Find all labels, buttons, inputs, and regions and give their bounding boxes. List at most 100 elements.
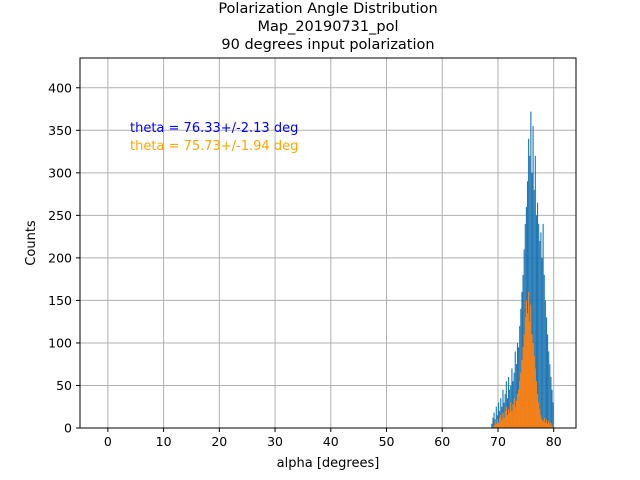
- histogram-bar-series-2: [543, 417, 545, 428]
- histogram-bar-series-1: [514, 351, 516, 428]
- x-axis-label: alpha [degrees]: [277, 456, 380, 471]
- histogram-bar-series-1: [533, 189, 535, 428]
- histogram-bar-series-1: [501, 406, 503, 428]
- histogram-bar-series-1: [543, 274, 545, 428]
- histogram-bar-series-2: [530, 304, 532, 428]
- histogram-bar-series-2: [506, 415, 509, 428]
- histogram-bar-series-1: [509, 389, 511, 428]
- histogram-bar-series-2: [529, 321, 531, 428]
- x-tick-label: 10: [156, 434, 172, 449]
- histogram-bar-series-2: [495, 423, 497, 428]
- y-tick-label: 300: [48, 165, 72, 180]
- histogram-bar-series-2: [493, 425, 495, 428]
- histogram-bar-series-1: [503, 402, 505, 428]
- x-tick-label: 30: [267, 434, 283, 449]
- histogram-bar-series-2: [519, 381, 521, 428]
- histogram-bar-series-2: [548, 421, 550, 428]
- histogram-bar-series-1: [532, 126, 534, 429]
- histogram-bar-series-1: [518, 347, 520, 428]
- histogram-bar-series-2: [551, 425, 553, 428]
- histogram-bar-series-1: [508, 376, 510, 428]
- histogram-bar-series-1: [551, 389, 553, 428]
- histogram-bars: [491, 111, 554, 429]
- annotation-text: theta = 76.33+/-2.13 deg: [130, 121, 298, 136]
- histogram-bar-series-2: [524, 317, 526, 428]
- histogram-bar-series-2: [515, 400, 517, 428]
- histogram-bar-series-1: [530, 111, 532, 428]
- histogram-bar-series-2: [512, 404, 514, 428]
- histogram-bar-series-2: [520, 372, 522, 428]
- histogram-bar-series-1: [528, 138, 530, 428]
- y-tick-label: 100: [48, 335, 72, 350]
- histogram-bar-series-1: [544, 300, 546, 428]
- x-tick-label: 0: [104, 434, 112, 449]
- histogram-bar-series-2: [516, 393, 519, 428]
- histogram-bar-series-2: [505, 406, 507, 428]
- histogram-bar-series-1: [545, 317, 548, 428]
- histogram-bar-series-2: [511, 410, 513, 428]
- histogram-bar-series-2: [547, 423, 549, 428]
- histogram-bar-series-2: [497, 422, 500, 428]
- grid-lines: [80, 58, 576, 429]
- histogram-bar-series-2: [544, 422, 546, 428]
- histogram-bar-series-1: [540, 232, 542, 428]
- y-tick-label: 400: [48, 80, 72, 95]
- axes-frame: [79, 57, 577, 429]
- histogram-bar-series-1: [511, 368, 513, 428]
- histogram-bar-series-1: [493, 412, 495, 428]
- y-tick-label: 0: [64, 421, 72, 436]
- histogram-bar-series-2: [510, 402, 512, 428]
- x-tick-label: 70: [490, 434, 506, 449]
- histogram-bar-series-2: [534, 368, 536, 428]
- histogram-bar-series-1: [516, 342, 519, 428]
- histogram-bar-series-2: [514, 406, 516, 428]
- histogram-bar-series-2: [541, 419, 543, 428]
- histogram-bar-series-2: [513, 398, 515, 428]
- histogram-bar-series-2: [536, 393, 539, 428]
- y-tick-label: 150: [48, 293, 72, 308]
- y-tick-label: 250: [48, 208, 72, 223]
- histogram-bar-series-1: [492, 417, 494, 428]
- histogram-bar-series-1: [531, 172, 533, 428]
- histogram-bar-series-2: [535, 381, 537, 428]
- histogram-bar-series-2: [545, 419, 548, 428]
- histogram-bar-series-1: [542, 223, 544, 428]
- histogram-bar-series-1: [550, 376, 552, 428]
- histogram-bar-series-2: [523, 334, 525, 428]
- histogram-bar-series-2: [522, 347, 524, 428]
- histogram-bar-series-1: [491, 423, 493, 428]
- histogram-bar-series-2: [538, 402, 540, 428]
- histogram-bar-series-2: [503, 417, 505, 428]
- histogram-bar-series-2: [500, 415, 502, 428]
- histogram-bar-series-1: [505, 381, 507, 428]
- x-tick-label: 50: [379, 434, 395, 449]
- histogram-bar-series-1: [526, 181, 529, 428]
- histogram-bar-series-1: [500, 398, 502, 428]
- chart-title-line: 90 degrees input polarization: [221, 37, 434, 53]
- histogram-bar-series-2: [531, 334, 533, 428]
- histogram-bar-series-1: [536, 202, 539, 428]
- histogram-bar-series-2: [550, 422, 552, 428]
- histogram-bar-series-2: [518, 389, 520, 428]
- chart-title-line: Polarization Angle Distribution: [218, 1, 437, 17]
- histogram-bar-series-1: [548, 351, 550, 428]
- histogram-bar-series-2: [528, 291, 530, 428]
- histogram-bar-series-2: [533, 355, 535, 428]
- y-tick-label: 50: [56, 378, 72, 393]
- y-axis-ticks: 0 50 100 150 200 250 300 350 400: [48, 80, 80, 436]
- x-axis-ticks: 0 10 20 30 40 50 60 70 80: [104, 428, 562, 449]
- histogram-bar-series-1: [549, 364, 551, 428]
- y-tick-label: 200: [48, 250, 72, 265]
- histogram-bar-series-2: [508, 409, 510, 428]
- histogram-bar-series-1: [506, 398, 509, 428]
- histogram-bar-series-2: [509, 412, 511, 428]
- histogram-bar-series-1: [547, 334, 549, 428]
- y-tick-label: 350: [48, 123, 72, 138]
- histogram-bar-series-2: [549, 424, 551, 428]
- annotation-text: theta = 75.73+/-1.94 deg: [130, 139, 298, 154]
- x-tick-label: 80: [546, 434, 562, 449]
- histogram-bar-series-1: [497, 402, 500, 428]
- histogram-bar-series-1: [515, 364, 517, 428]
- histogram-bar-series-1: [520, 308, 522, 428]
